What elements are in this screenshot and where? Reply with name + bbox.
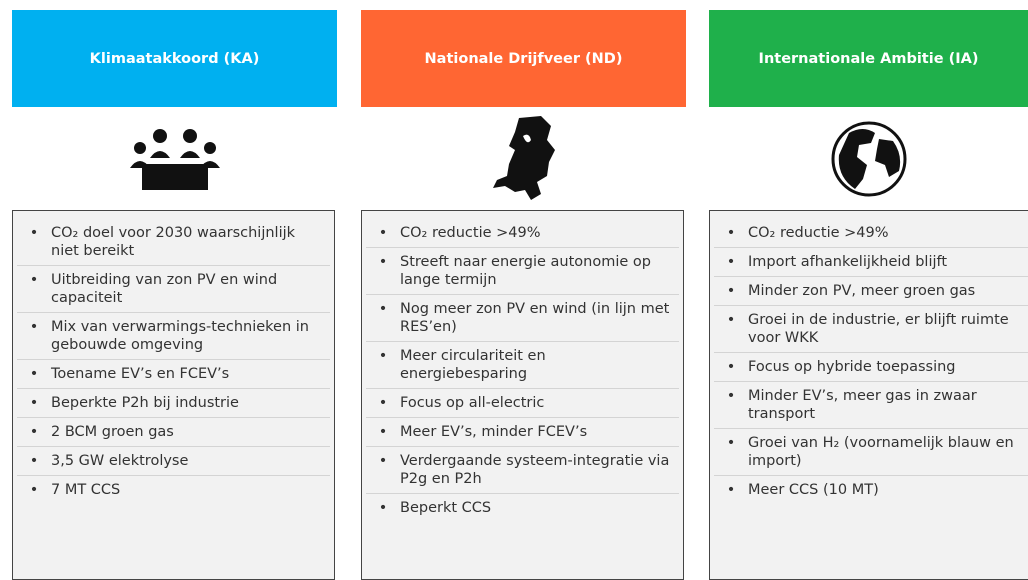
bullet-item: • Toename EV’s en FCEV’s (17, 360, 330, 389)
bullet-item: • Nog meer zon PV en wind (in lijn met RE… (366, 295, 679, 342)
bullet-text: Focus op hybride toepassing (748, 359, 956, 375)
bullet-item: • 3,5 GW elektrolyse (17, 447, 330, 476)
bullet-text: 2 BCM groen gas (51, 424, 174, 440)
page: Klimaatakkoord (KA) • CO₂ doel voor 2030 … (12, 10, 1028, 580)
bullet: • (378, 453, 388, 469)
bullet: • (726, 283, 736, 299)
bullet: • (726, 254, 736, 270)
bullet-text: Beperkt CCS (400, 500, 492, 516)
bullet: • (378, 301, 388, 317)
bullet-box: • CO₂ reductie >49% • Streeft naar energie … (361, 210, 684, 580)
bullet: • (378, 225, 388, 241)
bullet-text: Streeft naar energie autonomie op lange … (400, 254, 652, 288)
bullet-item: • Uitbreiding van zon PV en wind capacite… (17, 266, 330, 313)
bullet-item: • Minder EV’s, meer gas in zwaar transpor… (714, 382, 1028, 429)
bullet: • (726, 435, 736, 451)
bullet-item: • Streeft naar energie autonomie op lange… (366, 248, 679, 295)
bullet-text: Minder zon PV, meer groen gas (748, 283, 976, 299)
bullet-text: CO₂ reductie >49% (400, 225, 541, 241)
bullet-text: Uitbreiding van zon PV en wind capacitei… (51, 272, 278, 306)
bullet-item: • CO₂ doel voor 2030 waarschijnlijk niet … (17, 219, 330, 266)
globe-icon (831, 121, 906, 196)
bullet-item: • Meer CCS (10 MT) (714, 476, 1028, 504)
bullet: • (29, 366, 39, 382)
bullet-item: • Groei van H₂ (voornamelijk blauw en imp… (714, 429, 1028, 476)
bullet: • (726, 225, 736, 241)
bullet-text: Meer CCS (10 MT) (748, 482, 879, 498)
bullet: • (29, 272, 39, 288)
bullet-text: Nog meer zon PV en wind (in lijn met RES… (400, 301, 670, 335)
bullet-box: • CO₂ reductie >49% • Import afhankelijkhei… (709, 210, 1028, 580)
icon (361, 107, 686, 210)
bullet-text: Focus op all-electric (400, 395, 545, 411)
bullet-item: • Groei in de industrie, er blijft ruimte… (714, 306, 1028, 353)
bullet: • (29, 482, 39, 498)
bullet-item: • 7 MT CCS (17, 476, 330, 504)
bullet-item: • Focus op hybride toepassing (714, 353, 1028, 382)
bullet: • (378, 348, 388, 364)
bullet: • (726, 312, 736, 328)
bullet-item: • Import afhankelijkheid blijft (714, 248, 1028, 277)
bullet-item: • CO₂ reductie >49% (714, 219, 1028, 248)
bullet-text: Mix van verwarmings-technieken in gebouw… (51, 319, 309, 353)
bullet-text: 7 MT CCS (51, 482, 121, 498)
bullet: • (29, 395, 39, 411)
bullet: • (378, 254, 388, 270)
bullet-text: Import afhankelijkheid blijft (748, 254, 948, 270)
bullet-text: Beperkte P2h bij industrie (51, 395, 239, 411)
bullet-text: Groei in de industrie, er blijft ruimte … (748, 312, 1009, 346)
bullet-text: Meer circulariteit en energiebesparing (400, 348, 546, 382)
bullet-item: • Mix van verwarmings-technieken in gebou… (17, 313, 330, 360)
bullet-item: • Meer EV’s, minder FCEV’s (366, 418, 679, 447)
bullet: • (29, 453, 39, 469)
bullet-box: • CO₂ doel voor 2030 waarschijnlijk niet … (12, 210, 335, 580)
bullet-text: 3,5 GW elektrolyse (51, 453, 189, 469)
column: Nationale Drijfveer (ND) • CO₂ reductie >… (361, 10, 686, 580)
bullet: • (378, 395, 388, 411)
bullet-text: CO₂ doel voor 2030 waarschijnlijk niet b… (51, 225, 296, 259)
bullet-item: • Beperkt CCS (366, 494, 679, 522)
column-header: Internationale Ambitie (IA) (709, 10, 1028, 107)
bullet-item: • Focus op all-electric (366, 389, 679, 418)
bullet: • (29, 319, 39, 335)
bullet-item: • Verdergaande systeem-integratie via P2g… (366, 447, 679, 494)
bullet-text: Meer EV’s, minder FCEV’s (400, 424, 588, 440)
bullet: • (726, 359, 736, 375)
people-icon (129, 128, 220, 190)
bullet-text: Toename EV’s en FCEV’s (51, 366, 230, 382)
bullet-item: • Minder zon PV, meer groen gas (714, 277, 1028, 306)
bullet: • (378, 500, 388, 516)
bullet: • (726, 388, 736, 404)
map-icon (492, 115, 555, 200)
column: Internationale Ambitie (IA) • CO₂ reducti… (709, 10, 1028, 580)
bullet-text: Minder EV’s, meer gas in zwaar transport (748, 388, 977, 422)
bullet-item: • Meer circulariteit en energiebesparing (366, 342, 679, 389)
bullet-text: CO₂ reductie >49% (748, 225, 889, 241)
icon (12, 107, 337, 210)
bullet: • (29, 225, 39, 241)
bullet: • (726, 482, 736, 498)
icon (709, 107, 1028, 210)
column-header: Nationale Drijfveer (ND) (361, 10, 686, 107)
bullet-item: • Beperkte P2h bij industrie (17, 389, 330, 418)
column-header: Klimaatakkoord (KA) (12, 10, 337, 107)
bullet-item: • CO₂ reductie >49% (366, 219, 679, 248)
bullet: • (29, 424, 39, 440)
bullet-text: Verdergaande systeem-integratie via P2g … (400, 453, 670, 487)
column: Klimaatakkoord (KA) • CO₂ doel voor 2030 … (12, 10, 337, 580)
bullet-text: Groei van H₂ (voornamelijk blauw en impo… (748, 435, 1014, 469)
bullet: • (378, 424, 388, 440)
bullet-item: • 2 BCM groen gas (17, 418, 330, 447)
